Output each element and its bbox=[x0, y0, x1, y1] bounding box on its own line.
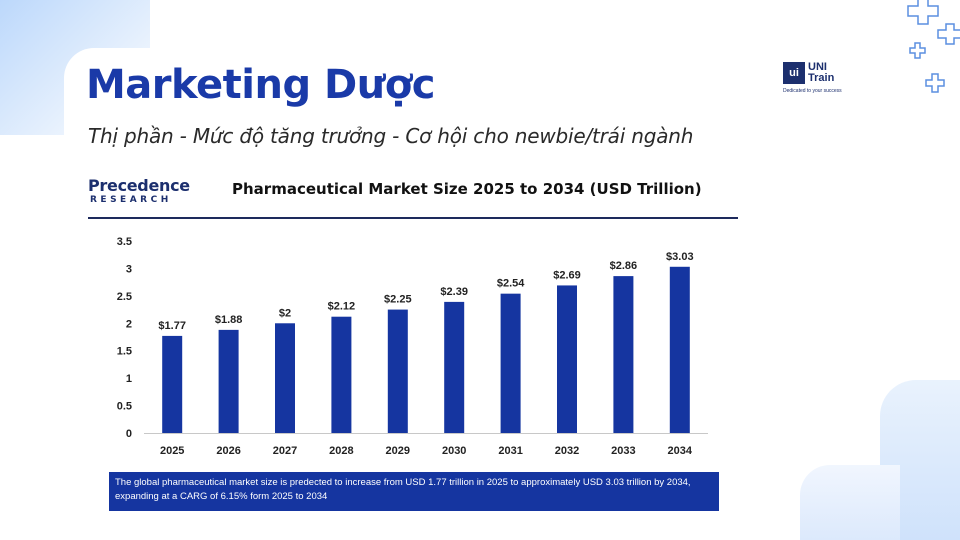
logo-mark: ui bbox=[783, 62, 805, 84]
chart-bar bbox=[444, 301, 465, 433]
page-title: Marketing Dược bbox=[86, 62, 435, 108]
y-tick-label: 1.5 bbox=[117, 346, 132, 358]
chart-note: The global pharmaceutical market size is… bbox=[109, 472, 719, 511]
y-tick-label: 2.5 bbox=[117, 291, 132, 303]
divider bbox=[88, 217, 738, 219]
chart-bar bbox=[218, 329, 239, 433]
x-tick-label: 2027 bbox=[273, 445, 297, 457]
unitrain-logo: ui UNI Train Dedicated to your success bbox=[783, 62, 853, 96]
source-logo-name: Precedence bbox=[88, 176, 190, 195]
precedence-research-logo: Precedence RESEARCH bbox=[88, 176, 198, 210]
data-label: $2.69 bbox=[553, 269, 581, 281]
y-tick-label: 3.5 bbox=[117, 236, 132, 248]
chart-bar bbox=[557, 285, 577, 433]
chart-bar bbox=[387, 309, 408, 433]
chart-title: Pharmaceutical Market Size 2025 to 2034 … bbox=[232, 180, 702, 198]
y-tick-label: 3 bbox=[126, 263, 132, 275]
chart-bar bbox=[275, 323, 295, 433]
source-logo-sub: RESEARCH bbox=[90, 195, 172, 205]
logo-tagline: Dedicated to your success bbox=[783, 88, 842, 94]
x-tick-label: 2030 bbox=[442, 445, 466, 457]
chart-bar bbox=[613, 276, 634, 433]
data-label: $2 bbox=[279, 307, 291, 319]
logo-name: UNI Train bbox=[808, 62, 834, 84]
data-label: $1.88 bbox=[215, 314, 243, 326]
chart-bar bbox=[669, 266, 690, 433]
data-label: $3.03 bbox=[666, 251, 694, 263]
x-tick-label: 2033 bbox=[611, 445, 635, 457]
y-tick-label: 0 bbox=[126, 428, 132, 440]
chart-bar bbox=[331, 316, 352, 433]
page-subtitle: Thị phần - Mức độ tăng trưởng - Cơ hội c… bbox=[88, 124, 694, 148]
data-label: $2.86 bbox=[610, 260, 638, 272]
chart-bar bbox=[500, 293, 521, 433]
data-label: $2.25 bbox=[384, 294, 412, 306]
background-shape bbox=[64, 48, 150, 138]
data-label: $2.12 bbox=[328, 301, 356, 313]
x-tick-label: 2034 bbox=[668, 445, 693, 457]
x-tick-label: 2028 bbox=[329, 445, 353, 457]
x-tick-label: 2025 bbox=[160, 445, 184, 457]
y-tick-label: 1 bbox=[126, 373, 132, 385]
x-tick-label: 2029 bbox=[386, 445, 410, 457]
data-label: $2.54 bbox=[497, 278, 525, 290]
x-tick-label: 2031 bbox=[498, 445, 522, 457]
y-tick-label: 0.5 bbox=[117, 401, 132, 413]
logo-name-line2: Train bbox=[808, 72, 835, 84]
y-tick-label: 2 bbox=[126, 318, 132, 330]
data-label: $1.77 bbox=[158, 320, 186, 332]
bar-chart: 0 0.5 1 1.5 2 2.5 3 3.5 $1.77 2025 $1.88 2026 $2 2027… bbox=[117, 236, 708, 457]
x-tick-label: 2026 bbox=[216, 445, 240, 457]
data-label: $2.39 bbox=[440, 286, 468, 298]
background-shape bbox=[800, 465, 900, 540]
x-tick-label: 2032 bbox=[555, 445, 579, 457]
medical-cross-icon bbox=[907, 0, 960, 93]
logo-name-line1: UNI bbox=[808, 61, 827, 73]
chart-bar bbox=[162, 335, 183, 433]
